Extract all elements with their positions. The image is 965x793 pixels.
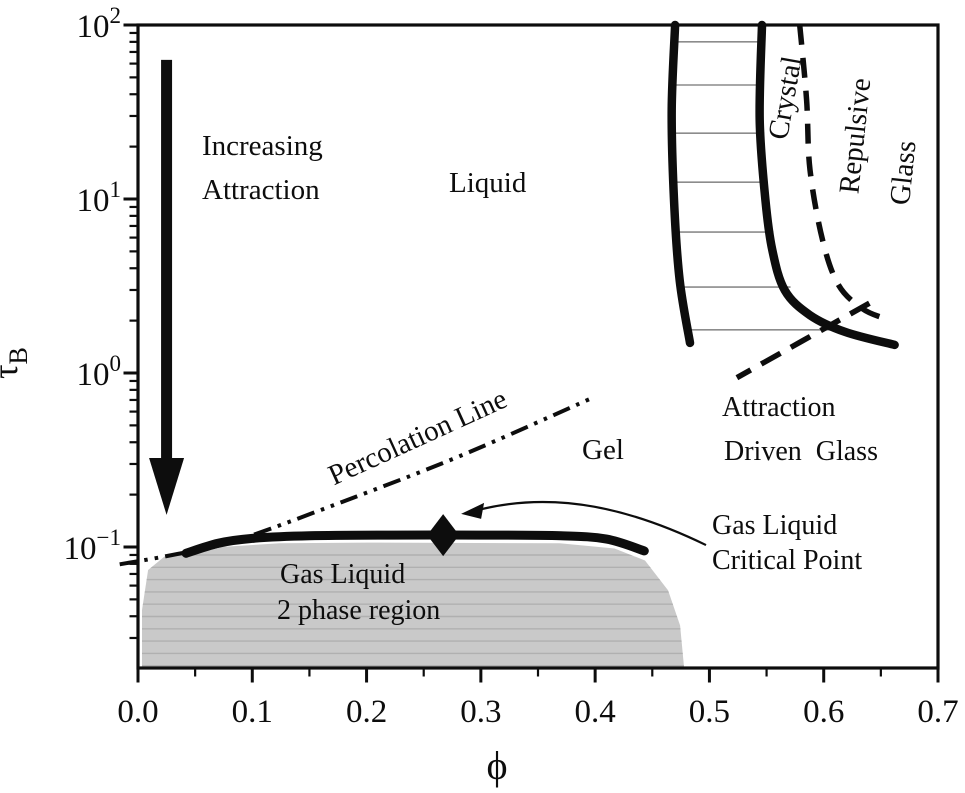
- svg-text:0.3: 0.3: [460, 694, 501, 730]
- svg-text:102: 102: [77, 3, 122, 45]
- label-attraction-driven-glass-line1: Attraction: [722, 392, 836, 423]
- crystal-tie-lines: [671, 41, 848, 331]
- svg-text:10−1: 10−1: [64, 525, 121, 567]
- label-liquid-region: Liquid: [449, 167, 527, 199]
- label-gas-liquid-critical-point-line2: Critical Point: [712, 545, 863, 576]
- label-increasing-attraction-line2: Attraction: [202, 174, 320, 206]
- glass-glass-line: [735, 300, 871, 381]
- x-axis-title: ϕ: [486, 743, 507, 788]
- crystal-melting-line: [667, 20, 695, 348]
- label-increasing-attraction-line1: Increasing: [202, 130, 323, 162]
- label-two-phase-region-line1: Gas Liquid: [280, 559, 406, 590]
- svg-text:0.0: 0.0: [117, 694, 158, 730]
- label-repulsive-glass-line2: Glass: [884, 139, 923, 207]
- two-phase-hatch-lines: [142, 554, 685, 667]
- increasing-attraction-arrow: [149, 59, 185, 515]
- label-two-phase-region-line2: 2 phase region: [277, 595, 441, 626]
- label-attraction-driven-glass-line2: Driven Glass: [724, 436, 878, 467]
- critical-point-marker: [427, 514, 460, 557]
- y-axis-ticks: [123, 23, 138, 640]
- x-tick-labels: 0.0 0.1 0.2 0.3 0.4 0.5 0.6 0.7: [117, 694, 958, 730]
- two-phase-region: [142, 542, 685, 668]
- svg-text:0.4: 0.4: [575, 694, 616, 730]
- phase-boundaries: [119, 20, 899, 567]
- percolation-line: [119, 397, 591, 567]
- svg-text:101: 101: [77, 177, 122, 219]
- svg-text:100: 100: [77, 351, 122, 393]
- svg-text:0.7: 0.7: [917, 694, 958, 730]
- label-gel-region: Gel: [582, 434, 624, 466]
- svg-text:0.2: 0.2: [346, 694, 387, 730]
- crystal-freezing-line: [755, 20, 899, 350]
- svg-text:0.5: 0.5: [689, 694, 730, 730]
- svg-text:0.1: 0.1: [232, 694, 273, 730]
- y-tick-labels: 102 101 100 10−1: [64, 3, 121, 567]
- binodal-line: [181, 530, 649, 558]
- label-gas-liquid-critical-point-line1: Gas Liquid: [712, 510, 838, 541]
- x-axis-ticks: [136, 668, 940, 683]
- svg-text:0.6: 0.6: [803, 694, 844, 730]
- critical-point-pointer-arrow: [461, 500, 707, 547]
- y-axis-title: τB: [0, 347, 33, 379]
